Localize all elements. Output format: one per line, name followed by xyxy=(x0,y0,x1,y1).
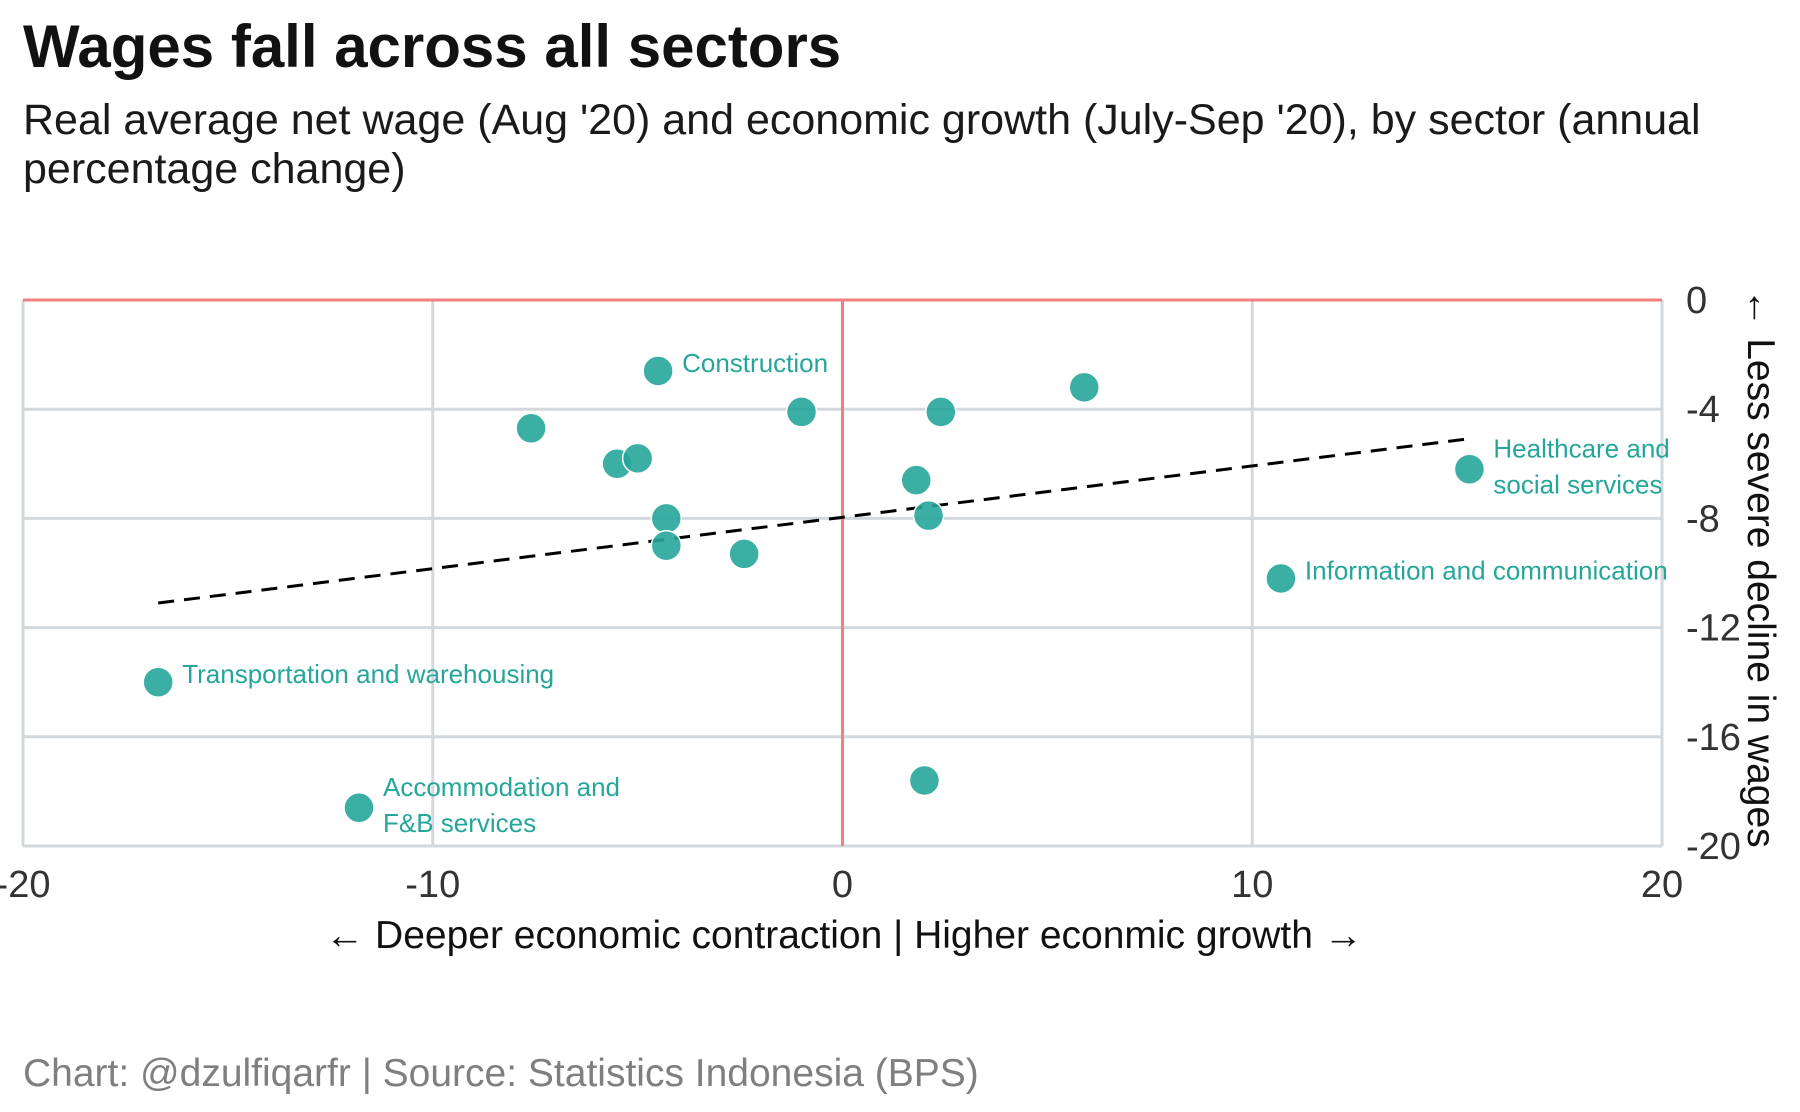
data-point-1 xyxy=(515,412,547,445)
data-point-15 xyxy=(343,792,375,824)
y-tick-label-1: -4 xyxy=(1686,389,1720,431)
trend-line-group xyxy=(158,437,1466,605)
trend-line xyxy=(158,437,1466,605)
data-points xyxy=(142,355,1486,824)
point-label-0: Construction xyxy=(682,348,828,378)
chart-subtitle: Real average net wage (Aug '20) and econ… xyxy=(23,96,1701,193)
data-point-13 xyxy=(1265,562,1297,595)
chart-title: Wages fall across all sectors xyxy=(23,13,842,80)
y-tick-label-5: -20 xyxy=(1686,826,1741,868)
data-point-8 xyxy=(650,502,683,535)
x-tick-label-0: -20 xyxy=(0,864,50,906)
chart-caption: Chart: @dzulfiqarfr | Source: Statistics… xyxy=(23,1052,979,1095)
x-tick-label-4: 20 xyxy=(1641,864,1683,906)
point-labels: Construction Healthcare and social service… xyxy=(182,348,1670,838)
point-label-12: Healthcare and social services xyxy=(1493,433,1669,499)
data-point-7 xyxy=(900,464,933,496)
y-tick-label-3: -12 xyxy=(1686,608,1741,650)
data-point-16 xyxy=(908,764,941,797)
data-point-6 xyxy=(621,442,654,475)
y-axis-label: ← Less severe decline in wages xyxy=(1739,288,1782,847)
data-point-0 xyxy=(642,355,674,387)
point-label-15: Accommodation and F&B services xyxy=(383,772,620,838)
data-point-4 xyxy=(1068,371,1101,404)
point-label-13: Information and communication xyxy=(1305,555,1668,585)
data-point-3 xyxy=(925,396,957,428)
x-tick-label-2: 0 xyxy=(832,864,853,906)
x-tick-label-1: -10 xyxy=(405,864,460,906)
data-point-9 xyxy=(912,499,945,532)
y-tick-label-0: 0 xyxy=(1686,280,1707,322)
reference-lines xyxy=(23,298,1662,846)
y-tick-label-2: -8 xyxy=(1686,498,1720,540)
tick-labels: -20 -10 0 10 20 0 -4 -8 -12 -16 -20 xyxy=(0,280,1741,906)
data-point-10 xyxy=(650,529,683,562)
x-axis-label: ← Deeper economic contraction | Higher e… xyxy=(325,914,1363,957)
point-label-14: Transportation and warehousing xyxy=(182,659,554,689)
data-point-2 xyxy=(785,396,818,428)
data-point-12 xyxy=(1453,453,1486,486)
data-point-11 xyxy=(728,538,760,570)
data-point-14 xyxy=(142,666,174,698)
y-tick-label-4: -16 xyxy=(1686,717,1741,759)
x-tick-label-3: 10 xyxy=(1231,864,1273,906)
